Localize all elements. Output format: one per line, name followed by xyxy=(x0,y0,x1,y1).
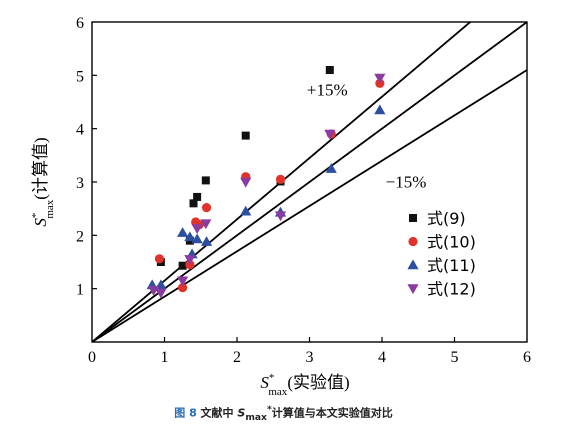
data-points xyxy=(146,66,386,299)
legend-label: 式(10) xyxy=(427,233,476,252)
point-triangle-up xyxy=(200,236,213,246)
figure-label: 图 8 xyxy=(174,406,197,420)
point-triangle-down xyxy=(200,219,212,230)
y-tick-label: 3 xyxy=(76,175,84,192)
point-triangle-down xyxy=(274,211,287,222)
scatter-chart: 0 1 2 3 4 5 6 1 2 3 4 5 6 +15% −15% 式(9) 式(10) 式(11) 式(1… xyxy=(30,15,531,398)
legend-marker xyxy=(407,284,419,295)
legend-marker xyxy=(409,214,417,222)
point-square xyxy=(189,199,198,208)
x-tick-label: 3 xyxy=(306,349,314,366)
point-triangle-up xyxy=(177,227,189,237)
x-tick-label: 2 xyxy=(233,349,241,366)
legend-label: 式(12) xyxy=(427,280,476,299)
x-tick-label: 0 xyxy=(88,349,96,366)
y-tick-label: 1 xyxy=(76,282,84,299)
point-triangle-down xyxy=(324,129,336,140)
point-square xyxy=(193,192,202,201)
reference-line-label: −15% xyxy=(386,172,427,191)
point-circle xyxy=(275,174,286,184)
point-triangle-down xyxy=(374,73,386,84)
y-tick-label: 6 xyxy=(76,15,84,32)
legend: 式(9) 式(10) 式(11) 式(12) xyxy=(407,209,476,299)
point-triangle-up xyxy=(184,231,196,242)
y-tick-label: 4 xyxy=(76,122,84,139)
point-circle xyxy=(201,203,212,213)
caption-text-before: 文献中 xyxy=(196,406,238,420)
figure-caption: 图 8 文献中 Smax*计算值与本文实验值对比 xyxy=(0,404,567,423)
point-triangle-down xyxy=(155,288,167,299)
x-tick-label: 5 xyxy=(451,349,459,366)
reference-line-0 xyxy=(92,22,472,342)
legend-marker xyxy=(408,236,418,247)
caption-symbol-sup: * xyxy=(266,404,272,415)
y-tick-label: 5 xyxy=(76,68,84,85)
point-square xyxy=(325,66,334,74)
reference-line-2 xyxy=(92,69,527,342)
legend-label: 式(11) xyxy=(427,256,476,275)
point-triangle-up xyxy=(191,233,203,244)
caption-symbol-sub: max xyxy=(245,411,267,423)
point-triangle-up xyxy=(240,205,252,216)
point-square xyxy=(241,131,250,140)
axis-ticks: 0 1 2 3 4 5 6 1 2 3 4 5 6 xyxy=(76,15,531,366)
x-tick-label: 4 xyxy=(378,349,386,366)
caption-text-after: 计算值与本文实验值对比 xyxy=(271,406,393,420)
reference-line-label: +15% xyxy=(307,81,348,100)
point-triangle-up xyxy=(325,163,337,173)
x-tick-label: 1 xyxy=(161,349,169,366)
point-triangle-down xyxy=(191,224,203,234)
reference-line-labels: +15% −15% xyxy=(307,81,427,192)
y-tick-label: 2 xyxy=(76,228,84,245)
caption-symbol: S xyxy=(237,406,246,420)
point-triangle-down xyxy=(240,177,252,188)
x-tick-label: 6 xyxy=(523,349,531,366)
point-triangle-up xyxy=(374,104,386,115)
point-triangle-down xyxy=(148,286,160,296)
point-circle xyxy=(178,283,188,293)
point-square xyxy=(178,261,187,270)
point-square xyxy=(201,176,210,185)
point-triangle-down xyxy=(177,276,189,287)
legend-label: 式(9) xyxy=(427,209,466,228)
legend-marker xyxy=(407,259,419,270)
point-triangle-down xyxy=(184,255,196,265)
x-axis-title: S* max(实验值) xyxy=(260,372,349,398)
point-circle xyxy=(154,254,165,264)
y-axis-title: S* max(计算值) xyxy=(30,137,56,226)
